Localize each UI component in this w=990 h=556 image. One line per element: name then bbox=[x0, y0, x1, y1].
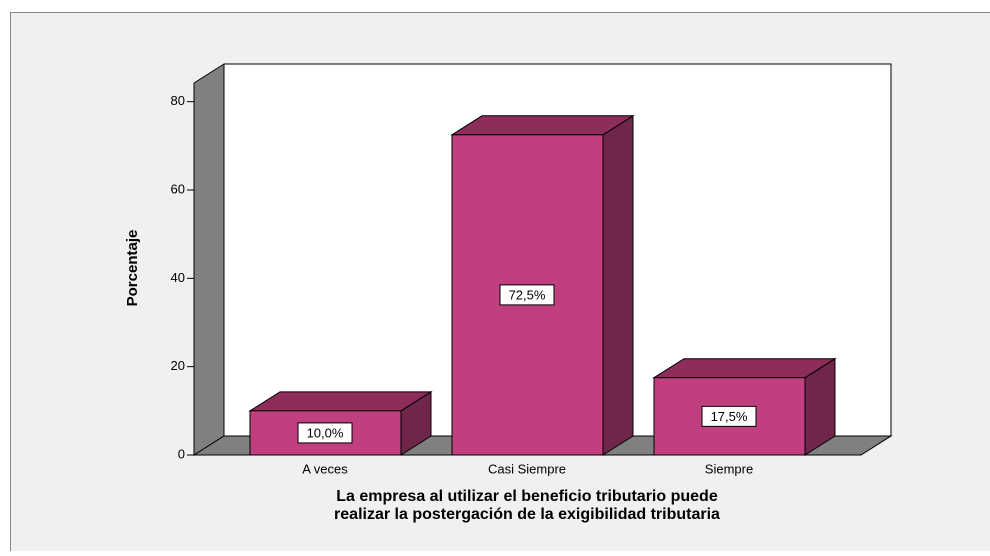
y-axis-label: Porcentaje bbox=[124, 230, 141, 307]
x-axis-label: La empresa al utilizar el beneficio trib… bbox=[336, 488, 718, 505]
x-axis-label: realizar la postergación de la exigibili… bbox=[334, 506, 720, 523]
bar-top bbox=[250, 392, 431, 411]
value-label: 72,5% bbox=[509, 287, 546, 302]
side-wall bbox=[194, 64, 224, 455]
bar-top bbox=[452, 116, 633, 135]
value-label: 17,5% bbox=[711, 409, 748, 424]
bar-top bbox=[654, 359, 835, 378]
x-tick-label: A veces bbox=[302, 461, 348, 476]
y-tick-label: 40 bbox=[171, 270, 185, 285]
y-tick-label: 0 bbox=[178, 446, 185, 461]
value-label: 10,0% bbox=[307, 425, 344, 440]
y-tick-label: 60 bbox=[171, 181, 185, 196]
y-tick-label: 80 bbox=[171, 93, 185, 108]
bar-side bbox=[603, 116, 633, 455]
y-tick-label: 20 bbox=[171, 358, 185, 373]
x-tick-label: Casi Siempre bbox=[488, 461, 566, 476]
x-tick-label: Siempre bbox=[705, 461, 753, 476]
